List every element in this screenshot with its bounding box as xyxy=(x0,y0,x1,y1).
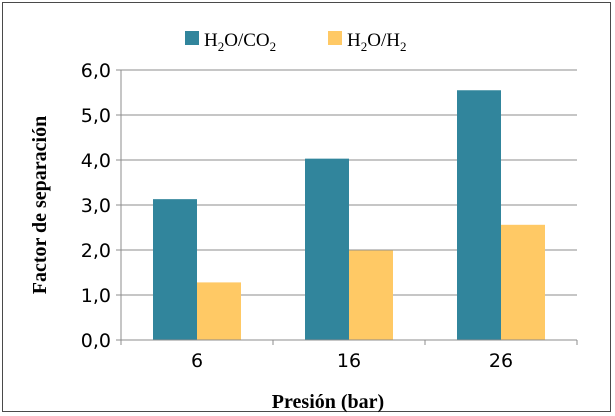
y-tick-label: 4,0 xyxy=(81,150,111,172)
y-tick-label: 2,0 xyxy=(81,240,111,262)
bar-h2o-co2-6 xyxy=(153,199,197,340)
bar-h2o-co2-26 xyxy=(457,90,501,340)
legend-label-h2o-h2: H2O/H2 xyxy=(347,30,406,54)
y-tick-label: 5,0 xyxy=(81,105,111,127)
x-tick-label: 16 xyxy=(337,350,361,372)
legend-swatch-h2o-co2 xyxy=(185,31,199,45)
legend-label-h2o-co2: H2O/CO2 xyxy=(204,30,276,54)
y-tick-label: 3,0 xyxy=(81,195,111,217)
legend: H2O/CO2 H2O/H2 xyxy=(185,30,406,54)
bar-h2o-h2-6 xyxy=(197,282,241,340)
x-axis-title: Presión (bar) xyxy=(272,391,384,413)
bar-h2o-h2-16 xyxy=(349,250,393,340)
y-tick-label: 6,0 xyxy=(81,60,111,82)
y-tick-label: 0,0 xyxy=(81,330,111,352)
y-tick-label: 1,0 xyxy=(81,285,111,307)
bar-h2o-co2-16 xyxy=(305,158,349,340)
x-tick-label: 26 xyxy=(489,350,513,372)
x-tick-label: 6 xyxy=(191,350,203,372)
axes: 0,0 1,0 2,0 3,0 4,0 5,0 6,0 6 16 26 xyxy=(81,60,578,372)
bars xyxy=(153,90,545,340)
bar-h2o-h2-26 xyxy=(501,224,545,340)
legend-swatch-h2o-h2 xyxy=(328,31,342,45)
y-axis-title: Factor de separación xyxy=(29,116,51,295)
